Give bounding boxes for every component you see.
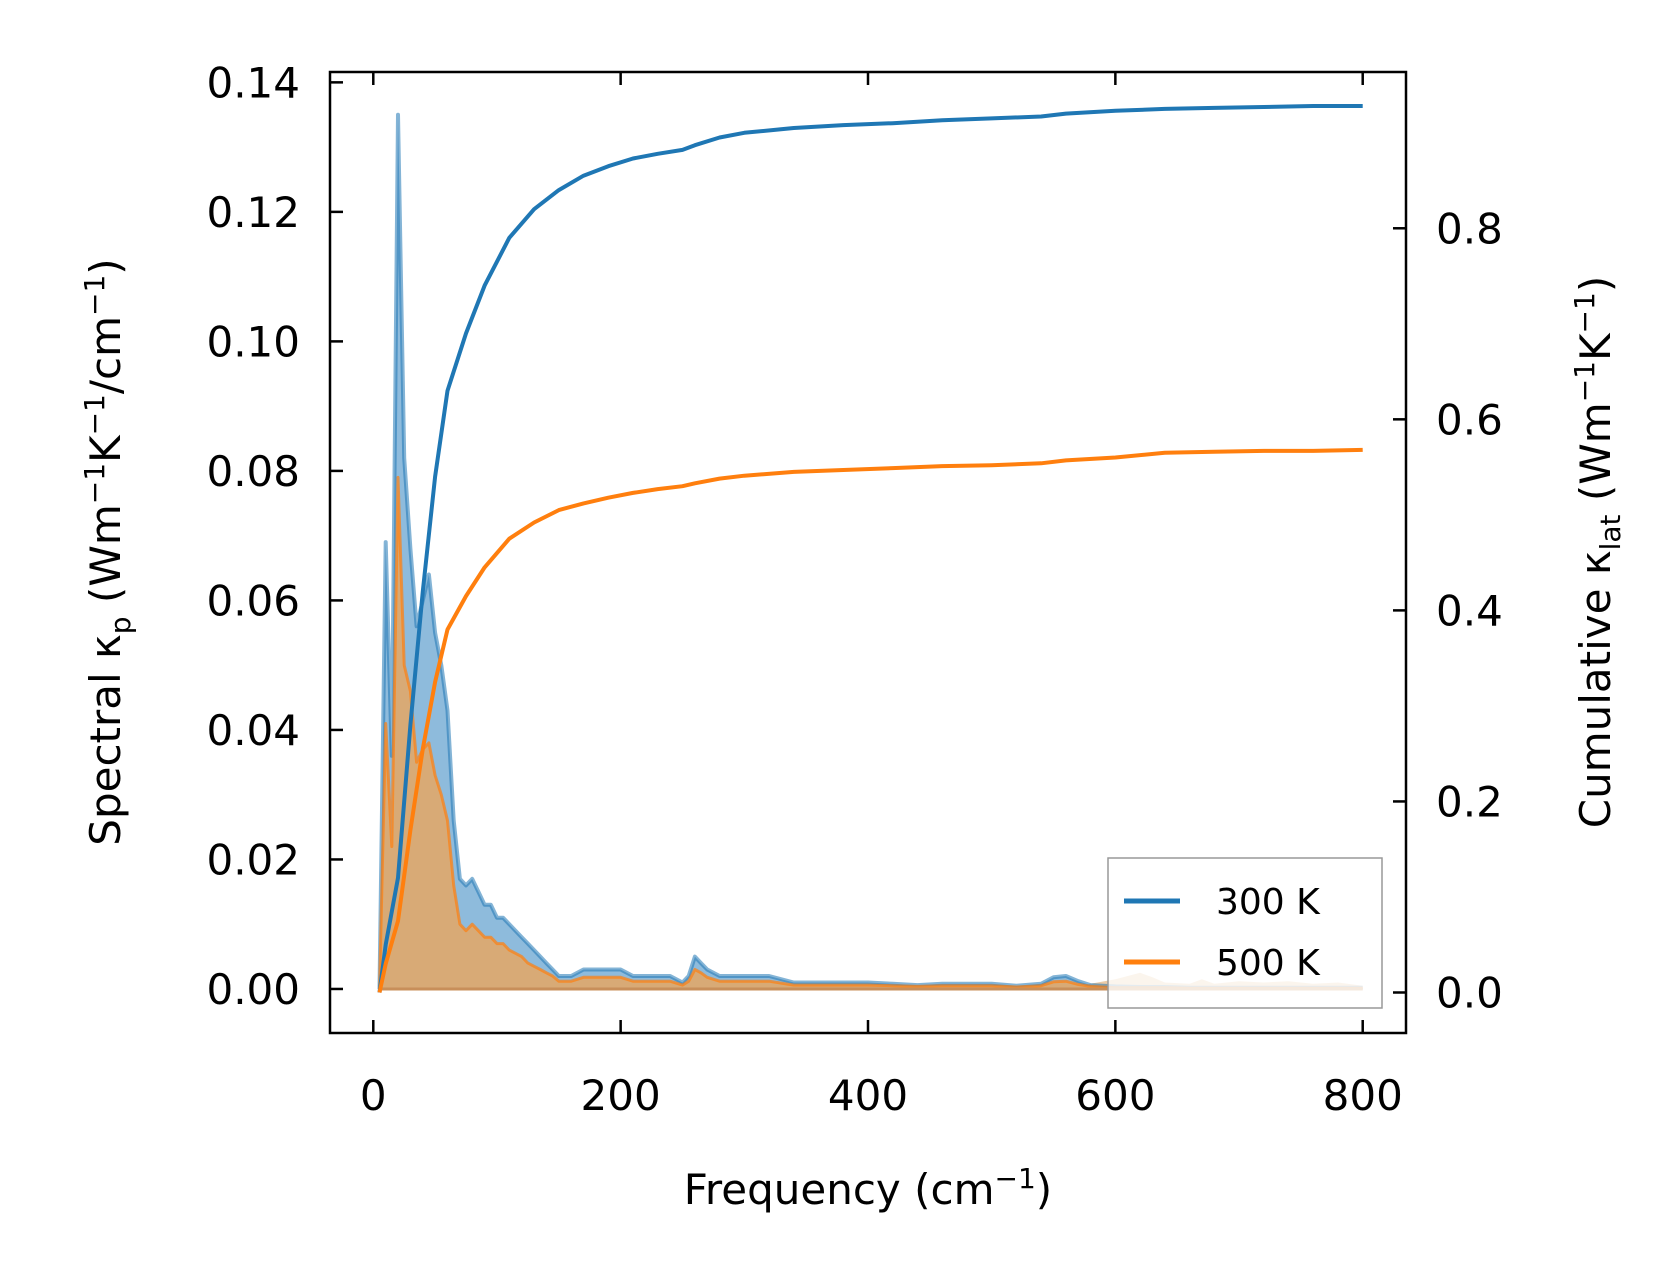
x-tick-label: 200: [581, 1071, 661, 1120]
legend-label-300k: 300 K: [1216, 882, 1321, 923]
y-left-tick-label: 0.14: [206, 58, 300, 107]
legend-label-500k: 500 K: [1216, 943, 1321, 984]
y-left-tick-label: 0.12: [206, 188, 300, 237]
y-left-tick-label: 0.04: [206, 706, 300, 755]
legend-box: [1107, 857, 1383, 1009]
x-tick-label: 400: [828, 1071, 908, 1120]
legend: 300 K 500 K: [1107, 857, 1383, 1009]
y-left-tick-label: 0.02: [206, 835, 300, 884]
y-right-tick-label: 0.8: [1436, 204, 1503, 253]
spectral-fill-500k: [379, 477, 1363, 989]
y-right-tick-label: 0.6: [1436, 395, 1503, 444]
y-right-tick-label: 0.4: [1436, 586, 1503, 635]
cumulative-line-500k: [377, 447, 1363, 993]
y-left-tick-label: 0.08: [206, 447, 300, 496]
axis-ticks: [330, 72, 1406, 1033]
y-left-tick-label: 0.06: [206, 576, 300, 625]
cumulative-line-300k: [377, 104, 1363, 993]
spectral-fill-300k: [379, 114, 1363, 989]
spectral-line-500k: [378, 475, 1363, 990]
y-left-tick-label: 0.10: [206, 317, 300, 366]
x-tick-label: 600: [1075, 1071, 1155, 1120]
x-tick-label: 800: [1323, 1071, 1403, 1120]
y-right-tick-label: 0.2: [1436, 777, 1503, 826]
y-axis-right-title: Cumulative κlat (Wm−1K−1): [1568, 276, 1627, 828]
y-left-tick-label: 0.00: [206, 965, 300, 1014]
y-axis-left-title: Spectral κp (Wm−1K−1/cm−1): [78, 258, 137, 845]
spectral-line-300k: [377, 112, 1363, 990]
x-axis-title: Frequency (cm−1): [684, 1162, 1052, 1214]
axis-tick-labels: 0 200 400 600 800 0.00 0.02 0.04 0.06 0.08 0.10 0.1…: [206, 58, 1502, 1120]
y-right-tick-label: 0.0: [1436, 968, 1503, 1017]
x-tick-label: 0: [360, 1071, 387, 1120]
data-lines: [377, 104, 1363, 993]
